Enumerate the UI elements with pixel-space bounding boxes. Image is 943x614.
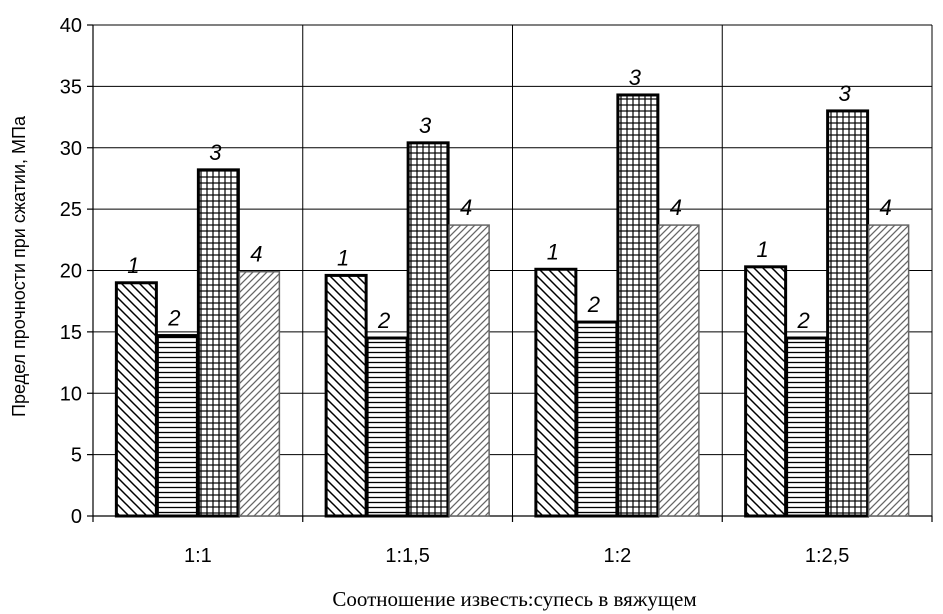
y-tick-label: 30 bbox=[60, 138, 82, 160]
bar-series-3-1:2 bbox=[616, 93, 660, 518]
bars bbox=[114, 93, 910, 518]
series-label-1: 1 bbox=[337, 245, 349, 270]
series-labels: 1 2 3 4 1 2 3 4 1 2 3 4 1 2 3 4 bbox=[127, 65, 892, 333]
series-label-3: 3 bbox=[629, 65, 642, 90]
tick-labels: 0 5 10 15 20 25 30 35 40 1:1 1:1,5 1:2 1:2,5 bbox=[60, 15, 850, 567]
y-tick-label: 15 bbox=[60, 322, 82, 344]
y-tick-label: 10 bbox=[60, 383, 82, 405]
bar-series-2-1:2 bbox=[575, 320, 619, 518]
bar-series-4-1:1 bbox=[238, 270, 281, 517]
x-axis-title: Соотношение известь:супесь в вяжущем bbox=[332, 587, 696, 611]
bar-series-3-1:1,5 bbox=[406, 141, 450, 518]
y-tick-label: 40 bbox=[60, 15, 82, 37]
bar-series-1-1:1 bbox=[114, 281, 158, 518]
bar-series-4-1:2 bbox=[658, 224, 700, 517]
series-label-2: 2 bbox=[587, 292, 600, 317]
series-label-2: 2 bbox=[377, 308, 390, 333]
series-label-1: 1 bbox=[127, 253, 139, 278]
y-tick-label: 25 bbox=[60, 199, 82, 221]
series-label-4: 4 bbox=[460, 195, 472, 220]
bar-series-1-1:1,5 bbox=[324, 273, 368, 518]
bar-series-1-1:2 bbox=[534, 267, 578, 518]
series-label-3: 3 bbox=[839, 81, 852, 106]
bar-series-2-1:1,5 bbox=[365, 336, 409, 518]
x-tick-label: 1:1 bbox=[184, 545, 212, 567]
x-tick-label: 1:2,5 bbox=[805, 545, 849, 567]
series-label-3: 3 bbox=[209, 140, 222, 165]
y-tick-label: 35 bbox=[60, 76, 82, 98]
bar-series-1-1:2,5 bbox=[744, 265, 788, 518]
x-tick-label: 1:2 bbox=[603, 545, 631, 567]
x-tick-label: 1:1,5 bbox=[385, 545, 429, 567]
series-label-3: 3 bbox=[419, 113, 432, 138]
y-axis-title: Предел прочности при сжатии, МПа bbox=[9, 115, 29, 417]
y-tick-label: 5 bbox=[71, 445, 82, 467]
series-label-2: 2 bbox=[167, 306, 180, 331]
y-tick-label: 0 bbox=[71, 506, 82, 528]
bar-series-3-1:1 bbox=[196, 168, 240, 518]
series-label-4: 4 bbox=[250, 242, 262, 267]
series-label-2: 2 bbox=[797, 308, 810, 333]
bar-series-4-1:2,5 bbox=[867, 224, 910, 517]
bar-series-3-1:2,5 bbox=[826, 109, 870, 518]
series-label-4: 4 bbox=[670, 195, 682, 220]
y-tick-label: 20 bbox=[60, 261, 82, 283]
series-label-1: 1 bbox=[757, 237, 769, 262]
bar-series-4-1:1,5 bbox=[448, 224, 490, 517]
series-label-4: 4 bbox=[880, 195, 892, 220]
bar-series-2-1:1 bbox=[155, 334, 199, 518]
series-label-1: 1 bbox=[547, 239, 559, 264]
bar-series-2-1:2,5 bbox=[785, 336, 829, 518]
